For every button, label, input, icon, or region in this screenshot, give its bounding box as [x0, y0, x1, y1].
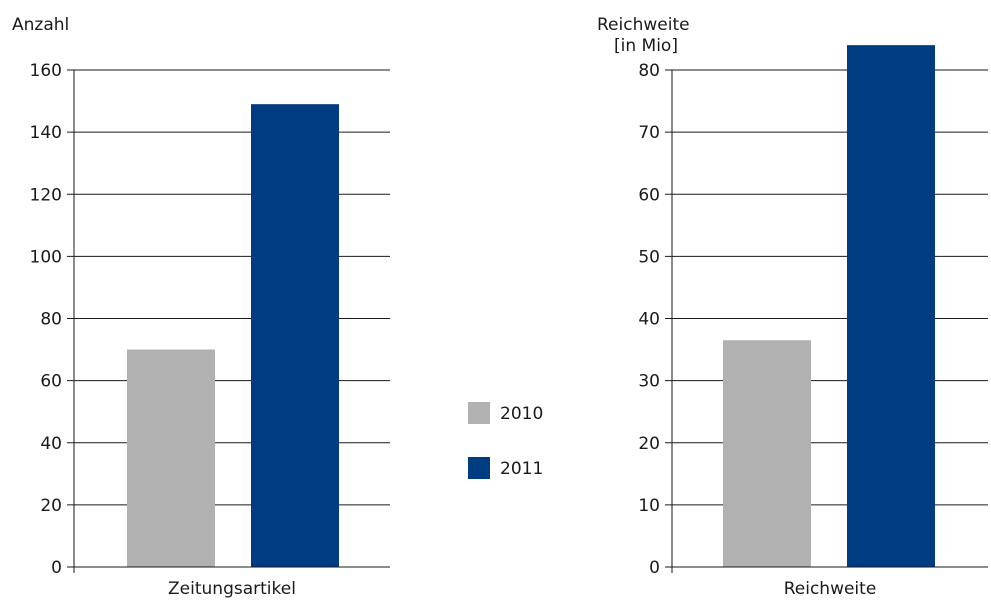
left-bars: [127, 104, 339, 567]
left-tick-label: 40: [40, 434, 62, 454]
legend-swatch-2010: [468, 402, 490, 424]
legend: 2010 2011: [468, 402, 543, 479]
right-tick-label: 20: [638, 434, 660, 454]
right-bar-2010: [723, 340, 811, 567]
right-bar-2011: [847, 45, 935, 567]
left-category-label: Zeitungsartikel: [168, 579, 296, 599]
left-tick-label: 20: [40, 496, 62, 516]
right-category-label: Reichweite: [784, 579, 877, 599]
left-tick-label: 80: [40, 310, 62, 330]
right-chart: Reichweite [in Mio] 0 10 20 30 40 50 60 70 80 Re…: [597, 15, 988, 599]
left-y-axis-title: Anzahl: [12, 15, 69, 35]
legend-swatch-2011: [468, 457, 490, 479]
left-chart: Anzahl 0 20 40 60 80 100 120 140 160 Zeitungsart…: [12, 15, 390, 599]
left-tick-label: 60: [40, 372, 62, 392]
right-tick-label: 60: [638, 185, 660, 205]
left-tick-label: 140: [30, 123, 62, 143]
left-bar-2010: [127, 349, 215, 567]
right-tick-label: 0: [649, 558, 660, 578]
right-gridlines: [672, 69, 988, 506]
legend-label-2011: 2011: [500, 459, 543, 479]
legend-label-2010: 2010: [500, 404, 543, 424]
right-y-ticks: 0 10 20 30 40 50 60 70 80: [638, 61, 988, 578]
right-tick-label: 30: [638, 372, 660, 392]
left-bar-2011: [251, 104, 339, 567]
left-gridlines: [74, 69, 390, 506]
right-tick-label: 10: [638, 496, 660, 516]
right-tick-label: 40: [638, 310, 660, 330]
left-y-ticks: 0 20 40 60 80 100 120 140 160: [30, 61, 390, 578]
right-y-axis-title-line2: [in Mio]: [614, 36, 678, 56]
right-y-axis-title-line1: Reichweite: [597, 15, 690, 35]
left-tick-label: 100: [30, 247, 62, 267]
right-bars: [723, 45, 935, 567]
left-tick-label: 120: [30, 185, 62, 205]
left-tick-label: 160: [30, 61, 62, 81]
left-tick-label: 0: [51, 558, 62, 578]
right-tick-label: 70: [638, 123, 660, 143]
right-tick-label: 50: [638, 247, 660, 267]
right-tick-label: 80: [638, 61, 660, 81]
